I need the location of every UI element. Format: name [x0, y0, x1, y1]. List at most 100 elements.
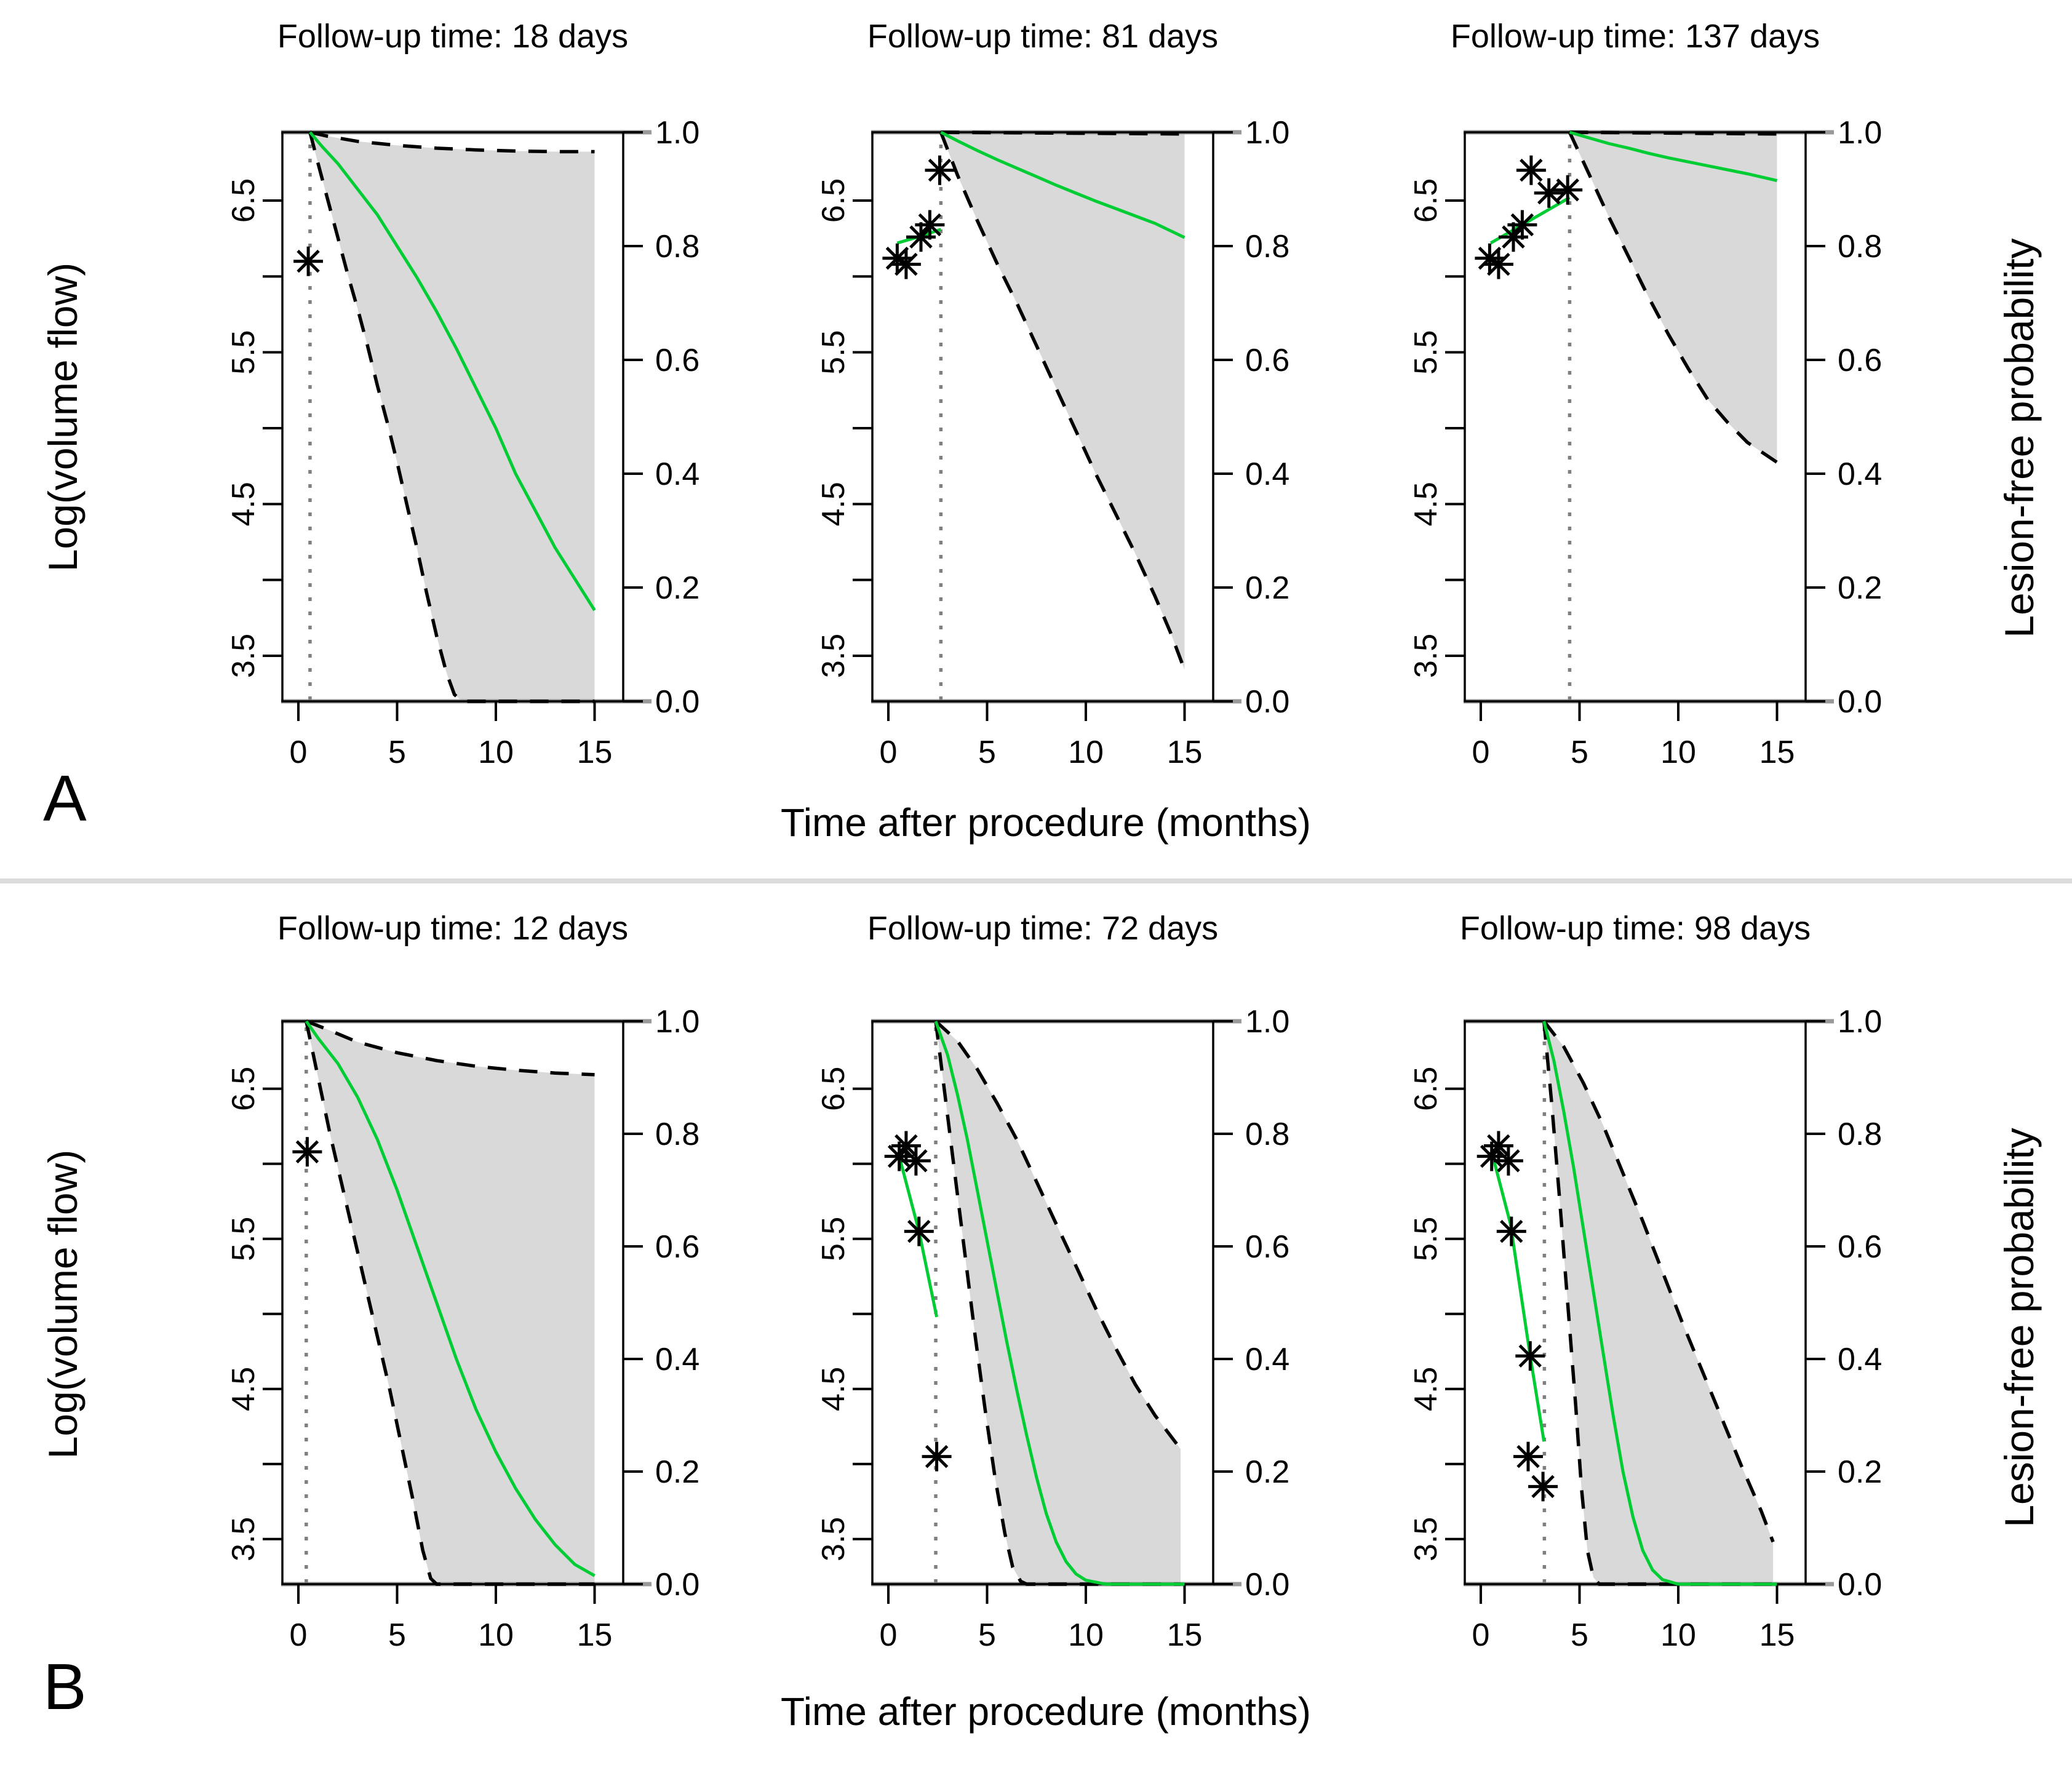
observation-star: [1493, 1145, 1523, 1176]
panel-title-a3: Follow-up time: 137 days: [1450, 18, 1820, 55]
left-tick-label: 6.5: [1408, 178, 1444, 223]
row-label-b: B: [43, 1651, 87, 1723]
panel-title-b3: Follow-up time: 98 days: [1459, 910, 1811, 947]
right-tick-label: 0.4: [1245, 1342, 1289, 1377]
x-tick-label: 0: [290, 1617, 308, 1653]
left-tick-label: 4.5: [226, 482, 261, 526]
left-tick-label: 3.5: [816, 634, 851, 678]
plot-box: [871, 1020, 1214, 1585]
left-tick-label: 5.5: [226, 330, 261, 375]
survival-curve: [308, 131, 596, 612]
right-tick-label: 0.0: [655, 684, 699, 720]
right-tick-label: 0.8: [1838, 229, 1882, 265]
panel-title-a2: Follow-up time: 81 days: [867, 18, 1219, 55]
x-axis-label-row-b: Time after procedure (months): [781, 1689, 1311, 1734]
right-tick-label: 0.8: [1245, 1117, 1289, 1152]
ci-region: [309, 132, 595, 701]
right-tick-label: 0.0: [1245, 684, 1289, 720]
left-tick-label: 3.5: [1408, 1517, 1444, 1561]
right-tick-label: 0.8: [1838, 1117, 1882, 1152]
x-axis-label-row-a: Time after procedure (months): [781, 800, 1311, 845]
left-tick-label: 6.5: [816, 178, 851, 223]
plot-box: [281, 1020, 624, 1585]
x-tick-label: 15: [1167, 1617, 1203, 1653]
plot-box: [281, 131, 624, 703]
x-tick-label: 0: [880, 1617, 898, 1653]
fit-line: [1490, 1151, 1546, 1442]
x-tick-label: 15: [577, 735, 613, 770]
lower-ci-curve: [934, 1021, 1181, 1586]
right-tick-label: 0.2: [655, 1454, 699, 1490]
right-tick-label: 0.0: [1245, 1567, 1289, 1603]
left-tick-label: 3.5: [226, 1517, 261, 1561]
left-tick-label: 4.5: [1408, 1367, 1444, 1411]
left-tick-label: 3.5: [1408, 634, 1444, 678]
ci-region: [306, 1021, 595, 1584]
survival-curve: [1542, 1021, 1777, 1586]
left-tick-label: 6.5: [1408, 1067, 1444, 1111]
right-tick-label: 0.2: [1838, 570, 1882, 606]
right-tick-label: 0.2: [1838, 1454, 1882, 1490]
observation-star: [925, 155, 955, 185]
survival-curve: [940, 130, 1185, 239]
x-tick-label: 0: [880, 735, 898, 770]
panel-title-b1: Follow-up time: 12 days: [277, 910, 629, 947]
x-tick-label: 15: [1759, 735, 1795, 770]
ci-region: [1544, 1021, 1774, 1584]
right-tick-label: 0.2: [1245, 570, 1289, 606]
panel-title-b2: Follow-up time: 72 days: [867, 910, 1219, 947]
x-tick-label: 5: [978, 1617, 996, 1653]
left-tick-label: 5.5: [1408, 1217, 1444, 1261]
observation-star: [904, 1216, 934, 1246]
observation-star: [292, 1137, 322, 1167]
right-tick-label: 0.4: [1838, 1342, 1882, 1377]
x-tick-label: 10: [1660, 1617, 1696, 1653]
observation-star: [1516, 155, 1546, 185]
observation-star: [1496, 1216, 1526, 1246]
survival-curve: [305, 1020, 596, 1577]
x-tick-label: 0: [1472, 735, 1490, 770]
x-tick-label: 15: [1759, 1617, 1795, 1653]
panel-b2: 0 5 10 15 3.5 4.5 5.5 6.5 0.0 0.2 0.4 0.6 0.8 1.0: [816, 1004, 1289, 1653]
panel-title-a1: Follow-up time: 18 days: [277, 18, 629, 55]
right-tick-label: 0.6: [1245, 1229, 1289, 1265]
upper-ci-curve: [1569, 130, 1777, 136]
observation-star: [1483, 249, 1513, 279]
right-axis-label-row-b: Lesion-free probability: [1996, 1128, 2042, 1528]
panel-a3: 0 5 10 15 3.5 4.5 5.5 6.5 0.0 0.2 0.4 0.6 0.8 1.0: [1408, 115, 1882, 770]
right-tick-label: 0.0: [1838, 1567, 1882, 1603]
left-tick-label: 4.5: [816, 1367, 851, 1411]
left-tick-label: 4.5: [1408, 482, 1444, 526]
right-tick-label: 1.0: [1245, 1004, 1289, 1040]
upper-ci-curve: [934, 1019, 1182, 1451]
x-tick-label: 5: [388, 735, 406, 770]
lower-ci-curve: [1568, 131, 1779, 464]
upper-ci-curve: [941, 130, 1185, 136]
ci-region: [1569, 132, 1777, 463]
x-tick-label: 5: [978, 735, 996, 770]
right-tick-label: 0.4: [1838, 456, 1882, 492]
observation-star: [891, 249, 921, 279]
panel-b1: 0 5 10 15 3.5 4.5 5.5 6.5 0.0 0.2 0.4 0.6 0.8 1.0: [226, 1004, 699, 1653]
lower-ci-curve: [939, 132, 1187, 671]
survival-curve: [934, 1021, 1185, 1586]
x-tick-label: 15: [577, 1617, 613, 1653]
right-tick-label: 0.6: [655, 343, 699, 378]
observation-star: [1515, 1341, 1545, 1371]
x-tick-label: 10: [478, 1617, 514, 1653]
x-tick-label: 10: [1068, 735, 1104, 770]
lower-ci-curve: [1542, 1021, 1774, 1586]
right-tick-label: 0.2: [1245, 1454, 1289, 1490]
panel-a2: 0 5 10 15 3.5 4.5 5.5 6.5 0.0 0.2 0.4 0.6 0.8 1.0: [816, 115, 1289, 770]
right-tick-label: 0.8: [655, 1117, 699, 1152]
right-tick-label: 0.2: [655, 570, 699, 606]
right-tick-label: 1.0: [655, 115, 699, 151]
right-tick-label: 1.0: [1838, 1004, 1882, 1040]
right-tick-label: 0.4: [655, 456, 699, 492]
left-tick-label: 4.5: [816, 482, 851, 526]
observation-star: [1534, 178, 1564, 208]
x-tick-label: 10: [478, 735, 514, 770]
left-tick-label: 6.5: [226, 178, 261, 223]
observation-star: [891, 1131, 921, 1161]
